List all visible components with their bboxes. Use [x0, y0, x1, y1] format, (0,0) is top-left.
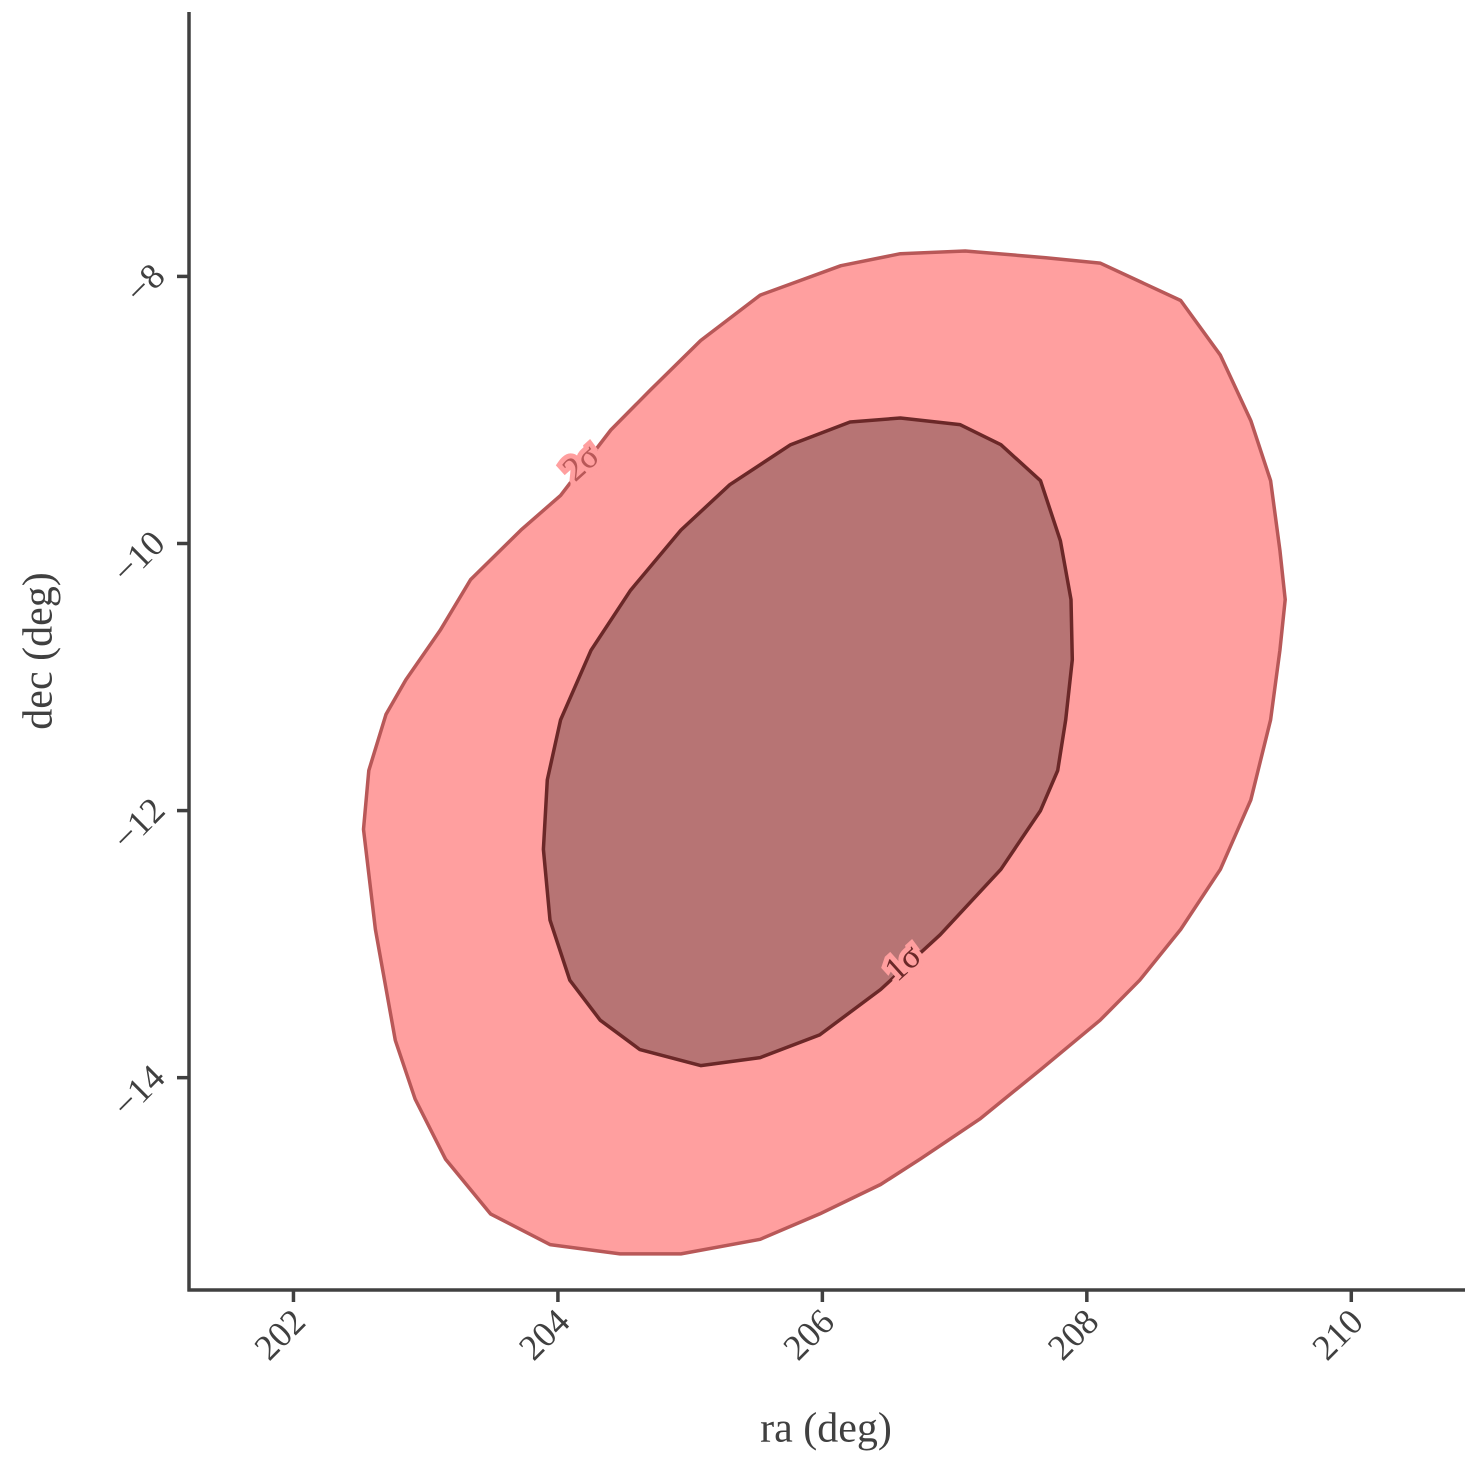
- x-tick-label: 208: [1040, 1301, 1106, 1367]
- x-tick-label: 202: [246, 1301, 312, 1367]
- y-tick-label: −8: [117, 256, 172, 311]
- x-axis-label: ra (deg): [760, 1406, 892, 1452]
- y-axis-label: dec (deg): [16, 572, 62, 729]
- x-tick-label: 206: [775, 1301, 841, 1367]
- x-tick-label: 210: [1304, 1301, 1370, 1367]
- contour-region: [541, 416, 1075, 1068]
- y-tick-label: −14: [104, 1057, 172, 1125]
- y-tick-label: −12: [104, 790, 172, 858]
- x-tick-label: 204: [511, 1301, 577, 1367]
- y-tick-label: −10: [104, 523, 172, 591]
